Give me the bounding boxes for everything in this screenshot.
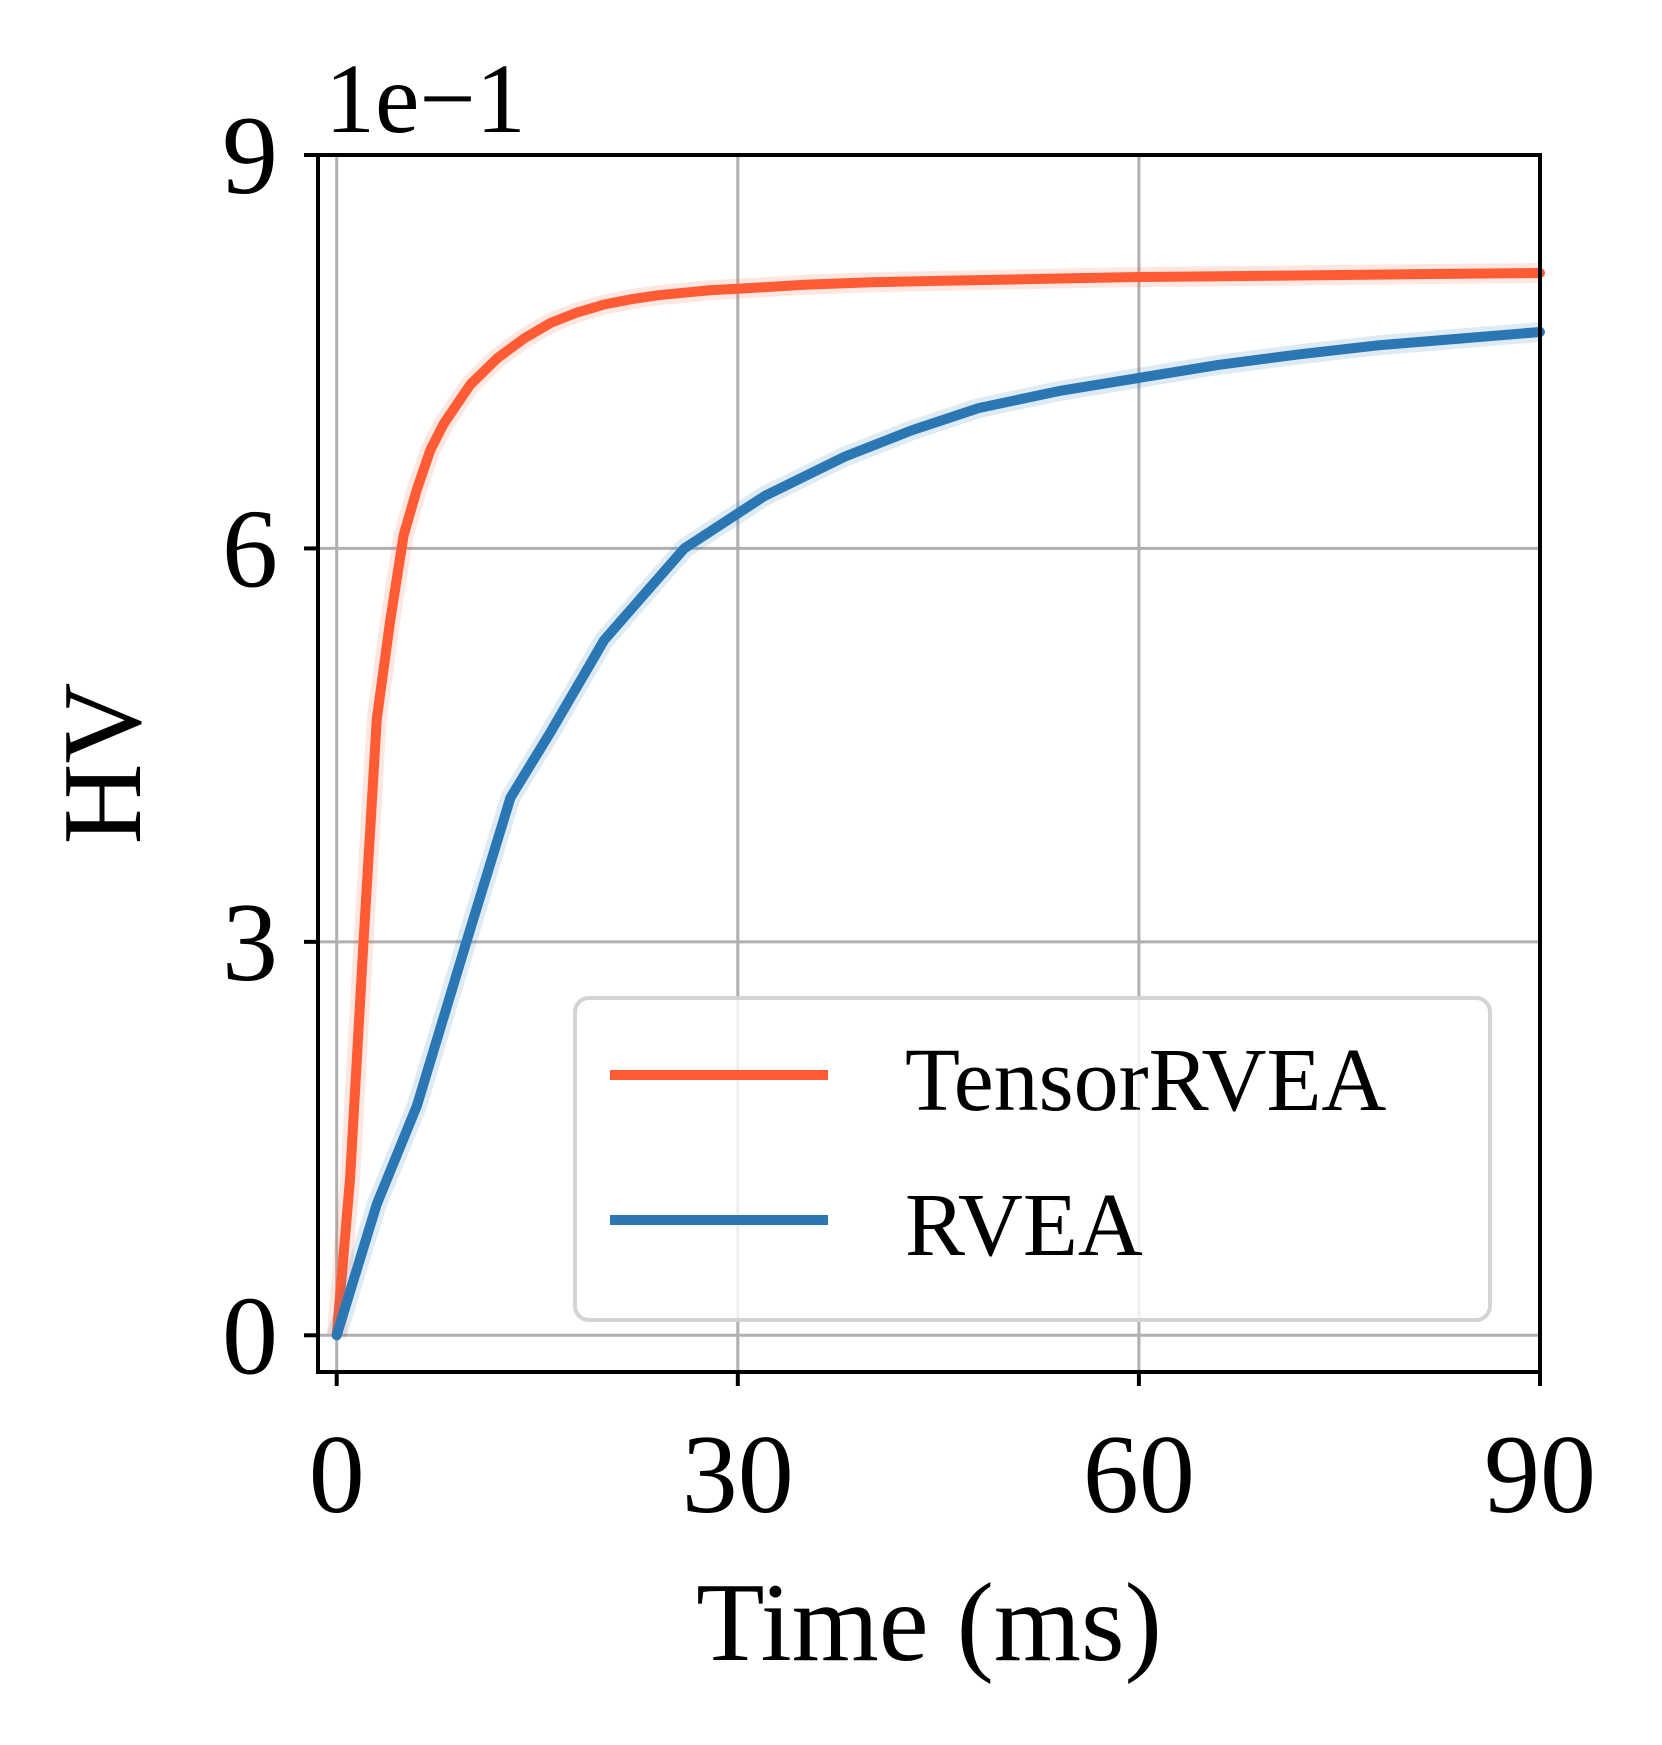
- x-tick-label: 90: [1484, 1413, 1596, 1537]
- series-line-tensorrvea: [331, 268, 1545, 1341]
- x-tick-label: 30: [682, 1413, 794, 1537]
- x-axis-title: Time (ms): [696, 1561, 1162, 1685]
- series-lines: [326, 263, 1545, 1341]
- x-tick-label: 60: [1083, 1413, 1195, 1537]
- legend: TensorRVEA RVEA: [573, 996, 1492, 1322]
- plot-frame: [316, 153, 1542, 1374]
- y-tick-label: 6: [222, 487, 278, 611]
- legend-label-tensorrvea: TensorRVEA: [905, 1031, 1386, 1130]
- y-tick-label: 3: [222, 881, 278, 1005]
- series-line-rvea: [331, 327, 1545, 1341]
- axis-ticks: 0 30 60 90 0 3 6 9: [222, 94, 1596, 1537]
- y-tick-label: 9: [222, 94, 278, 218]
- y-axis-offset-label: 1e−1: [325, 43, 526, 154]
- y-tick-label: 0: [222, 1274, 278, 1398]
- x-tick-label: 0: [309, 1413, 365, 1537]
- y-axis-title: HV: [41, 683, 165, 845]
- legend-label-rvea: RVEA: [905, 1176, 1143, 1275]
